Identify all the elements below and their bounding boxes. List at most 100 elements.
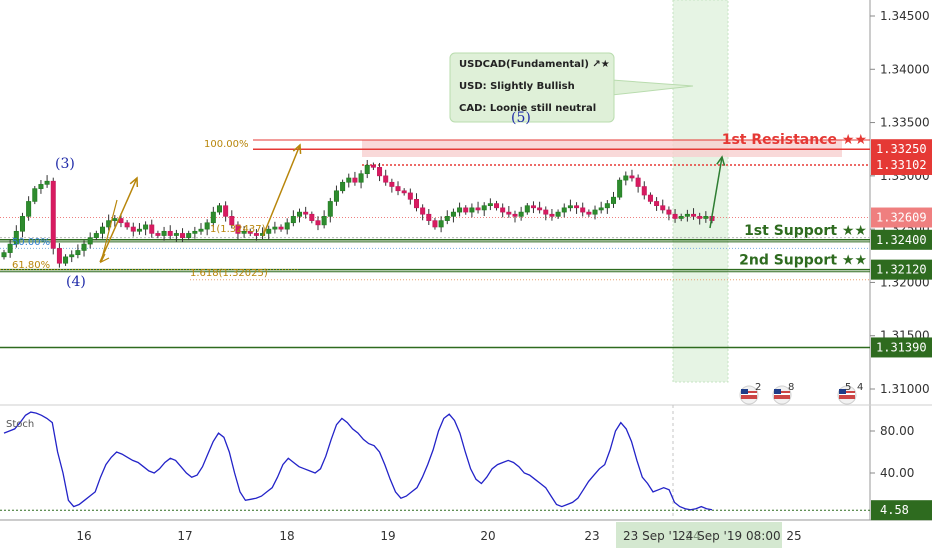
candle-body	[229, 216, 235, 226]
candle-body	[438, 220, 444, 228]
price-tag-text: 1.33250	[876, 142, 927, 156]
price-tag-text: 1.32609	[876, 211, 927, 225]
flag-icon[interactable]: 5 4	[837, 382, 863, 405]
candle-body	[684, 213, 690, 217]
candle-body	[235, 224, 241, 234]
time-tick-label: 18	[279, 529, 294, 543]
candle-body	[691, 213, 697, 217]
candle-body	[475, 207, 481, 211]
wave-line-head	[99, 253, 110, 264]
candle-body	[500, 207, 506, 213]
candle-body	[666, 209, 672, 215]
candle-body	[623, 175, 629, 181]
projection-zone-border	[672, 0, 729, 383]
candle-body	[81, 243, 87, 251]
candle-body	[278, 226, 284, 230]
candle-body	[524, 205, 530, 213]
event-count-1: 2	[755, 382, 761, 393]
candle-body	[333, 190, 339, 202]
candle-body	[567, 205, 573, 209]
stoch-line	[3, 411, 713, 511]
candle-body	[518, 211, 524, 217]
candle-body	[549, 213, 555, 217]
candle-body	[574, 205, 580, 209]
time-tick-label: 19	[380, 529, 395, 543]
candle-body	[253, 233, 259, 236]
time-tick-label: 16	[76, 529, 91, 543]
wave-line	[100, 199, 118, 263]
candle-body	[315, 220, 321, 226]
candle-body	[413, 199, 419, 209]
time-tick-label: 25	[786, 529, 801, 543]
candle-body	[481, 205, 487, 211]
wave-arrow-up-2-head	[292, 143, 302, 155]
candle-body	[93, 233, 99, 238]
flag-icon[interactable]: 8	[772, 382, 794, 405]
stoch-label: Stoch	[6, 419, 34, 430]
candle-body	[340, 181, 346, 192]
candle-body	[512, 213, 518, 217]
fib-layer	[0, 237, 870, 281]
candle-body	[7, 243, 13, 253]
candle-body	[432, 220, 438, 228]
stoch-tick-label: 80.00	[880, 424, 914, 438]
price-tag-box	[871, 154, 932, 175]
event-count-4: 4	[857, 382, 863, 393]
candle-body	[149, 224, 155, 234]
candle-body	[13, 230, 19, 245]
candle-body	[87, 237, 93, 245]
candle-body	[420, 207, 426, 215]
candle-body	[124, 222, 130, 228]
price-tag-box	[871, 207, 932, 228]
stochastic-pane: 4.58 80.00 40.00 Stoch	[0, 411, 932, 521]
candle-body	[155, 233, 161, 236]
candle-body	[130, 226, 136, 232]
candle-body	[364, 164, 370, 175]
stoch-tag-box	[871, 500, 932, 521]
candle-body	[198, 228, 204, 232]
candle-body	[223, 205, 229, 217]
candle-body	[303, 211, 309, 215]
candle-body	[100, 226, 106, 234]
flag-icon[interactable]: 2	[739, 382, 761, 405]
crosshair-date-2: 24 Sep '19	[678, 529, 742, 543]
candle-body	[44, 180, 50, 185]
candle-body	[426, 213, 432, 221]
candle-body	[629, 175, 635, 179]
event-flags[interactable]: 2 8 5 4	[739, 382, 863, 405]
candle-body	[463, 207, 469, 213]
candle-body	[247, 230, 253, 234]
candle-body	[321, 216, 327, 226]
candle-body	[309, 213, 315, 221]
candle-body	[469, 207, 475, 213]
candle-body	[672, 213, 678, 219]
candle-body	[204, 222, 210, 230]
candle-body	[75, 250, 81, 256]
price-tag-box	[871, 229, 932, 250]
candle-body	[444, 216, 450, 221]
candle-body	[216, 205, 222, 213]
candle-body	[50, 180, 56, 249]
candle-body	[272, 226, 278, 230]
candle-body	[641, 186, 647, 196]
candle-body	[290, 216, 296, 224]
candle-body	[487, 203, 493, 206]
candle-body	[580, 207, 586, 213]
candle-body	[543, 209, 549, 215]
wave-label-4: (4)	[66, 274, 86, 290]
event-count-3: 5	[845, 382, 851, 393]
fundamental-note[interactable]: USDCAD(Fundamental) ↗★ USD: Slightly Bul…	[449, 52, 694, 123]
levels-layer: 1st Resistance ★★1st Support ★★2nd Suppo…	[0, 132, 870, 349]
note-line-1: USDCAD(Fundamental) ↗★	[459, 59, 610, 70]
fib-label-618: 61.80%	[12, 260, 50, 271]
candle-body	[327, 201, 333, 217]
candle-body	[192, 230, 198, 234]
candle-body	[598, 207, 604, 211]
candle-body	[537, 207, 543, 211]
crosshair-date-1: 23 Sep '1	[623, 529, 679, 543]
candle-body	[586, 211, 592, 215]
time-tick-label: 23	[584, 529, 599, 543]
price-tick-label: 1.31000	[880, 382, 930, 396]
candle-body	[395, 186, 401, 192]
